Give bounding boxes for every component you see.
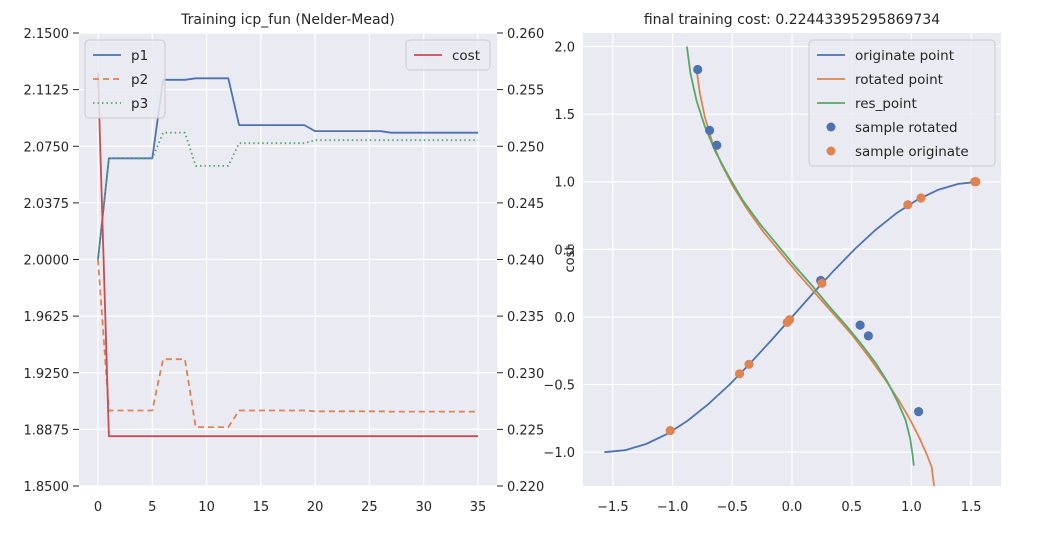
right-series [604,46,981,487]
right-y-tick-label: −0.5 [543,379,575,394]
scatter-point-sample-originate [744,359,754,369]
scatter-point-sample-rotated [712,140,722,150]
scatter-point-sample-originate [916,193,926,203]
right-y-tick-label: 0.0 [554,311,575,326]
right-legend: originate point rotated point res_pointsam… [808,39,996,167]
legend-label-cost: cost [452,48,480,64]
legend-label-originate-point: originate point [855,48,954,64]
legend-label-res-point: res_point [855,96,917,112]
left-grid [79,32,497,487]
left-chart-title: Training icp_fun (Nelder-Mead) [180,12,395,28]
right-y-tick-label: 1.0 [554,176,575,191]
right-y-tick-label: 2.0 [554,41,575,56]
left-ticks: 0 5 10 15 20 25 30 35 1.8500 1.8875 1.9250 1.9625 2.… [24,27,545,515]
left-x-tick-label: 0 [94,500,102,515]
scatter-point-sample-originate [734,369,745,379]
scatter-point-sample-rotated [705,125,715,135]
scatter-point-sample-originate [665,426,675,436]
legend-marker-sample-rotated [826,122,836,132]
series-line-cost [97,72,478,438]
right-chart: −1.5 −1.0 −0.5 0.0 0.5 1.0 1.5 −1.0 −0.5 0.0 0.5 1.… [543,12,1001,515]
scatter-point-sample-originate [785,315,795,325]
left-y-tick-label: 2.0375 [24,197,70,212]
right-y-tick-label: 1.5 [554,108,575,123]
left-x-tick-label: 35 [470,500,487,515]
left-y-tick-label: 1.9250 [24,367,70,382]
right-y-tick-label: −1.0 [543,446,575,461]
scatter-point-sample-originate [817,278,827,288]
right-x-tick-label: 1.5 [961,500,982,515]
left-x-tick-label: 25 [361,500,378,515]
scatter-point-sample-rotated [693,64,703,75]
secondary-y-axis-label: cost [563,246,578,273]
secondary-y-tick-label: 0.240 [507,254,544,269]
left-y-tick-label: 2.0000 [24,254,70,269]
left-x-tick-label: 30 [415,500,432,515]
secondary-y-tick-label: 0.235 [507,310,544,325]
series-line-p2 [97,259,478,429]
legend-marker-sample-originate [826,146,836,156]
left-x-tick-label: 20 [307,500,324,515]
right-x-tick-label: −0.5 [716,500,748,515]
secondary-y-tick-label: 0.245 [507,197,544,212]
right-x-tick-label: −1.0 [657,500,689,515]
scatter-point-sample-rotated [914,407,924,417]
secondary-y-tick-label: 0.220 [507,480,544,495]
right-x-tick-label: 0.0 [782,500,803,515]
legend-label-p2: p2 [131,72,148,88]
left-x-tick-label: 10 [198,500,215,515]
scatter-point-sample-rotated [863,331,874,341]
left-chart: 0 5 10 15 20 25 30 35 1.8500 1.8875 1.9250 1.9625 2.… [24,12,579,515]
legend-frame [808,39,996,167]
right-x-tick-label: 1.0 [901,500,922,515]
scatter-point-sample-rotated [855,320,865,330]
secondary-y-tick-label: 0.225 [507,423,544,438]
right-chart-title: final training cost: 0.22443395295869734 [644,12,940,28]
secondary-y-tick-label: 0.260 [507,27,544,42]
legend-label-p1: p1 [131,48,148,64]
secondary-y-tick-label: 0.255 [507,84,544,99]
left-y-tick-label: 2.1125 [24,84,70,99]
scatter-point-sample-originate [903,200,913,210]
legend-frame [84,39,166,119]
legend-label-p3: p3 [131,96,148,112]
right-x-tick-label: 0.5 [841,500,862,515]
secondary-y-tick-label: 0.230 [507,367,544,382]
series-line-res-point [686,46,915,466]
left-legend-params: p1 p2 p3 [84,39,166,119]
right-y-tick-label: 0.5 [554,243,575,258]
legend-label-sample-rotated: sample rotated [855,120,958,136]
legend-label-rotated-point: rotated point [855,72,943,88]
left-x-tick-label: 5 [148,500,156,515]
left-x-tick-label: 15 [253,500,270,515]
left-y-tick-label: 2.0750 [24,140,70,155]
secondary-y-tick-label: 0.250 [507,140,544,155]
right-x-tick-label: −1.5 [597,500,629,515]
legend-frame [405,39,491,71]
right-ticks: −1.5 −1.0 −0.5 0.0 0.5 1.0 1.5 −1.0 −0.5 0.0 0.5 1.… [543,41,981,515]
left-y-tick-label: 2.1500 [24,27,70,42]
left-y-tick-label: 1.9625 [24,310,70,325]
legend-label-sample-originate: sample originate [855,144,969,160]
scatter-point-sample-originate [971,177,981,187]
left-legend-cost: cost [405,39,491,71]
left-y-tick-label: 1.8875 [24,423,70,438]
left-y-tick-label: 1.8500 [24,480,70,495]
